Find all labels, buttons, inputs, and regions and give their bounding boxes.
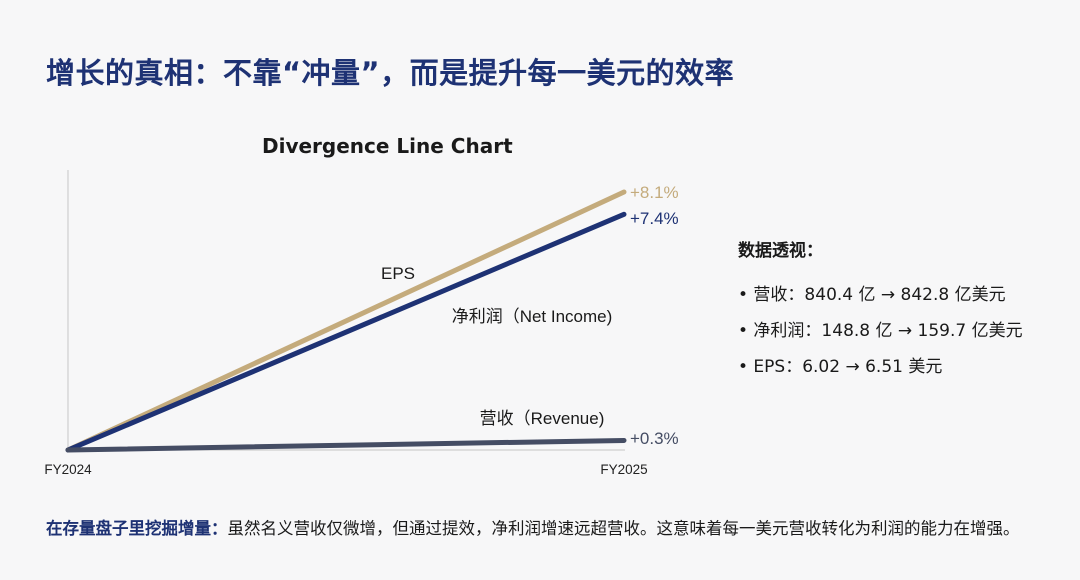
chart-title: Divergence Line Chart xyxy=(262,134,513,158)
footer-lead: 在存量盘子里挖掘增量： xyxy=(46,519,228,538)
x-tick-label-fy2024: FY2024 xyxy=(44,462,92,477)
series-name-net-income: 净利润（Net Income) xyxy=(452,307,613,326)
insight-revenue: • 营收：840.4 亿 → 842.8 亿美元 xyxy=(738,285,1006,305)
insights-heading: 数据透视： xyxy=(738,241,823,261)
series-line-revenue xyxy=(65,437,627,453)
series-line-eps xyxy=(65,189,627,453)
insight-net-income: • 净利润：148.8 亿 → 159.7 亿美元 xyxy=(738,321,1023,341)
end-label-net-income: +7.4% xyxy=(630,209,679,228)
series-name-eps: EPS xyxy=(381,264,415,283)
insight-eps: • EPS：6.02 → 6.51 美元 xyxy=(738,357,943,377)
insights-panel: 数据透视： • 营收：840.4 亿 → 842.8 亿美元 • 净利润：148… xyxy=(738,236,1023,385)
series-line-net-income xyxy=(65,211,627,453)
series-name-revenue: 营收（Revenue) xyxy=(480,409,605,428)
footer-note: 在存量盘子里挖掘增量：虽然名义营收仅微增，但通过提效，净利润增速远超营收。这意味… xyxy=(46,516,1046,541)
end-label-eps: +8.1% xyxy=(630,183,679,202)
page-title: 增长的真相：不靠“冲量”，而是提升每一美元的效率 xyxy=(46,56,735,90)
x-tick-label-fy2025: FY2025 xyxy=(600,462,647,477)
end-label-revenue: +0.3% xyxy=(630,429,679,448)
footer-text: 虽然名义营收仅微增，但通过提效，净利润增速远超营收。这意味着每一美元营收转化为利… xyxy=(227,519,1020,538)
